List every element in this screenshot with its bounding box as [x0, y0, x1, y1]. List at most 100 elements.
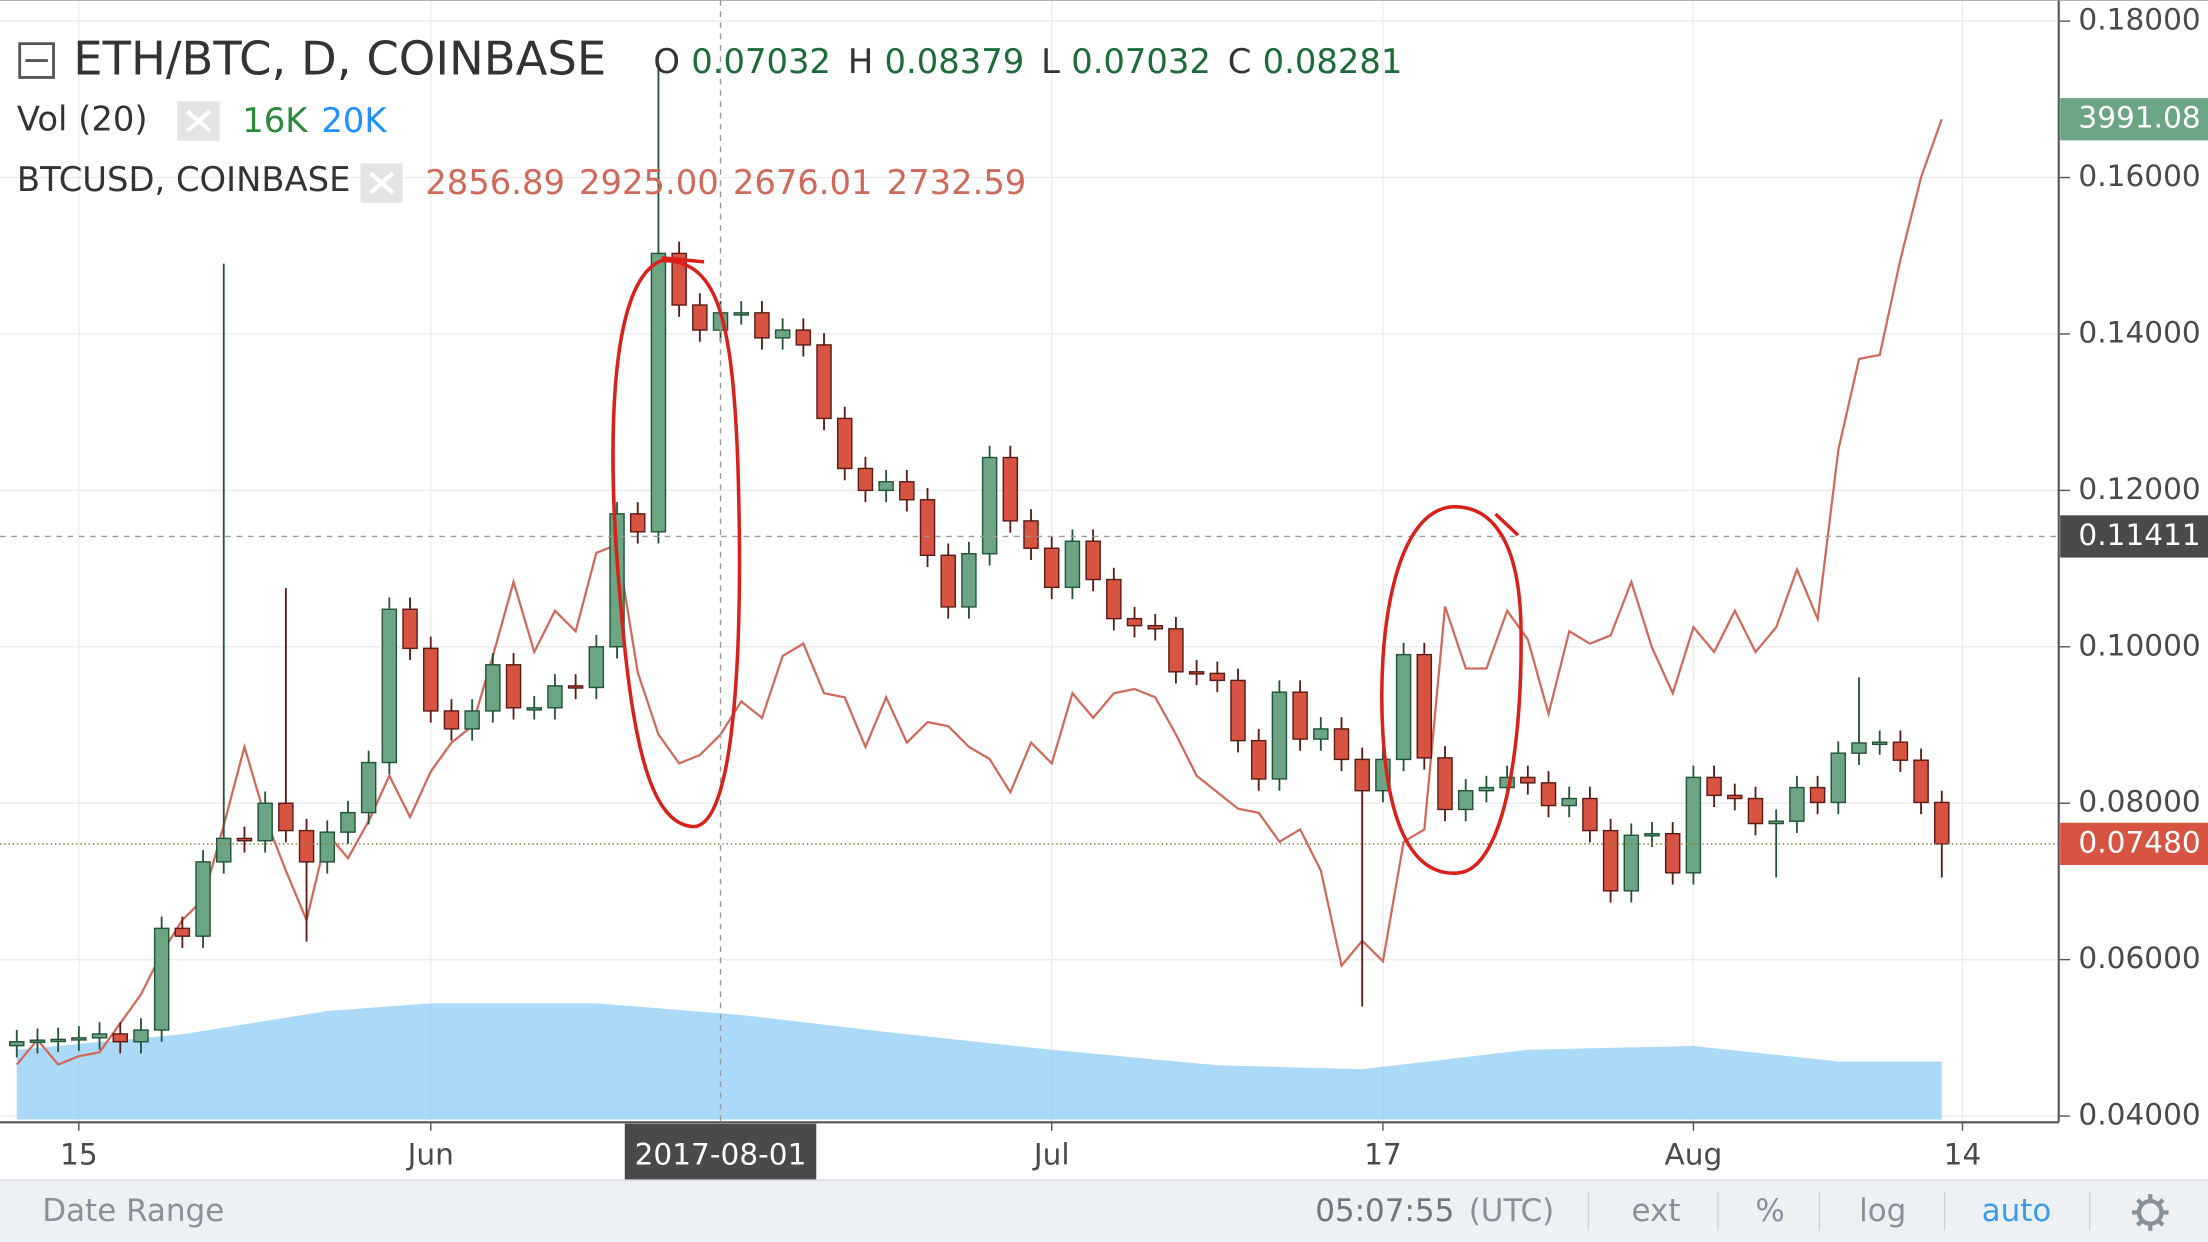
crosshair-price-label-box — [2060, 515, 2208, 558]
candle-body — [961, 553, 977, 608]
candle-body — [1685, 776, 1702, 874]
candle-body — [1147, 624, 1163, 630]
candle-body — [340, 811, 356, 833]
x-tick-label: Jul — [1032, 1138, 1070, 1172]
ohlc-label: C — [1228, 42, 1252, 81]
candle-body — [1395, 653, 1412, 761]
candle-body — [650, 252, 667, 533]
hide-icon — [185, 109, 212, 133]
axes: 0.18000 0.16000 0.14000 0.12000 0.10000 0.080… — [60, 3, 2208, 1181]
compare-last-label-box — [2060, 98, 2208, 141]
candle-body — [733, 312, 749, 316]
compare-ohlc-value: 2925.00 — [579, 163, 719, 202]
x-tick-label: Jun — [406, 1138, 454, 1172]
y-tick-label: 0.04000 — [2078, 1098, 2200, 1132]
candle-body — [9, 1041, 25, 1047]
ohlc-label: H — [848, 42, 873, 81]
auto-button[interactable]: auto — [1982, 1193, 2052, 1229]
candle-body — [1623, 834, 1640, 892]
candle-body — [836, 417, 853, 470]
candle-body — [1230, 679, 1246, 742]
annotation-ellipse — [1380, 505, 1523, 875]
toolbar-background — [0, 1180, 2208, 1242]
crosshair-date-box — [624, 1123, 817, 1181]
candle-body — [443, 710, 460, 730]
candle-body — [278, 802, 294, 832]
candle-body — [1664, 833, 1681, 874]
candle-body — [1043, 547, 1060, 589]
clock: 05:07:55 — [1315, 1193, 1454, 1229]
candle-body — [423, 647, 439, 712]
volume-pane — [16, 1003, 1942, 1120]
candle-body — [940, 554, 956, 608]
candle-body — [1747, 797, 1764, 825]
candle-body — [878, 481, 894, 492]
compare-ohlc-value: 2676.01 — [733, 163, 873, 202]
candle-body — [1582, 797, 1598, 832]
candle-body — [1809, 786, 1826, 804]
candle-body — [1250, 739, 1267, 780]
timezone[interactable]: (UTC) — [1469, 1193, 1555, 1229]
compare-last-label: 3991.08 — [2078, 101, 2200, 135]
candle-body — [1727, 794, 1743, 800]
candle-body — [1106, 578, 1122, 620]
settings-button[interactable] — [2136, 1199, 2164, 1226]
x-tick-label: 15 — [60, 1138, 98, 1172]
candle-body — [50, 1038, 66, 1043]
ohlc-value: 0.08379 — [885, 42, 1025, 81]
chart-title: ETH/BTC, D, COINBASE — [73, 31, 606, 85]
candle-body — [588, 646, 605, 689]
candle-body — [629, 513, 646, 533]
compare-ohlc-value: 2732.59 — [887, 163, 1027, 202]
x-tick-label: 17 — [1364, 1138, 1402, 1172]
candle-body — [1706, 776, 1722, 797]
candle-body — [1561, 797, 1577, 807]
compare-line — [15, 118, 1943, 1066]
ohlc-label: O — [653, 42, 680, 81]
candle-body — [1168, 628, 1184, 673]
collapse-icon[interactable] — [18, 42, 55, 79]
ohlc-value: 0.08281 — [1263, 42, 1403, 81]
candle-body — [1085, 540, 1101, 581]
date-range-button[interactable]: Date Range — [42, 1193, 224, 1229]
crosshair-date-label: 2017-08-01 — [635, 1138, 807, 1172]
candle-body — [795, 329, 812, 346]
y-tick-label: 0.08000 — [2078, 785, 2200, 819]
candle-body — [1892, 741, 1909, 761]
candle-body — [1851, 742, 1867, 754]
candle-body — [1188, 671, 1205, 675]
ohlc-label: L — [1041, 42, 1060, 81]
candle-body — [1768, 820, 1784, 825]
candle-body — [319, 831, 335, 863]
last-price-label: 0.07480 — [2078, 825, 2200, 859]
ohlc-value: 0.07032 — [691, 42, 831, 81]
candle-body — [1271, 691, 1288, 780]
last-price-label-box — [2060, 822, 2208, 866]
ext-button[interactable]: ext — [1632, 1193, 1681, 1229]
candle-body — [71, 1037, 87, 1041]
candle-body — [153, 927, 170, 1031]
x-tick-label: Aug — [1665, 1138, 1723, 1172]
candle-body — [112, 1033, 129, 1043]
compare-ohlc-value: 2856.89 — [425, 163, 565, 202]
candle-body — [1520, 776, 1536, 784]
percent-button[interactable]: % — [1755, 1193, 1784, 1229]
candle-body — [1437, 757, 1453, 811]
settings-icon — [2131, 1194, 2169, 1231]
candle-body — [1540, 782, 1557, 807]
candle-body — [754, 312, 770, 339]
candle-body — [1478, 786, 1495, 792]
log-button[interactable]: log — [1859, 1193, 1906, 1229]
x-tick-label: 14 — [1944, 1138, 1982, 1172]
candle-body — [547, 685, 563, 709]
candle-body — [919, 499, 936, 556]
crosshair — [0, 0, 2059, 1123]
candle-body — [257, 802, 273, 842]
candle-body — [671, 252, 687, 306]
candle-body — [381, 608, 398, 764]
candle-body — [1064, 540, 1081, 589]
candle-body — [360, 761, 377, 814]
candle-body — [236, 837, 253, 842]
candle-body — [1023, 520, 1039, 549]
